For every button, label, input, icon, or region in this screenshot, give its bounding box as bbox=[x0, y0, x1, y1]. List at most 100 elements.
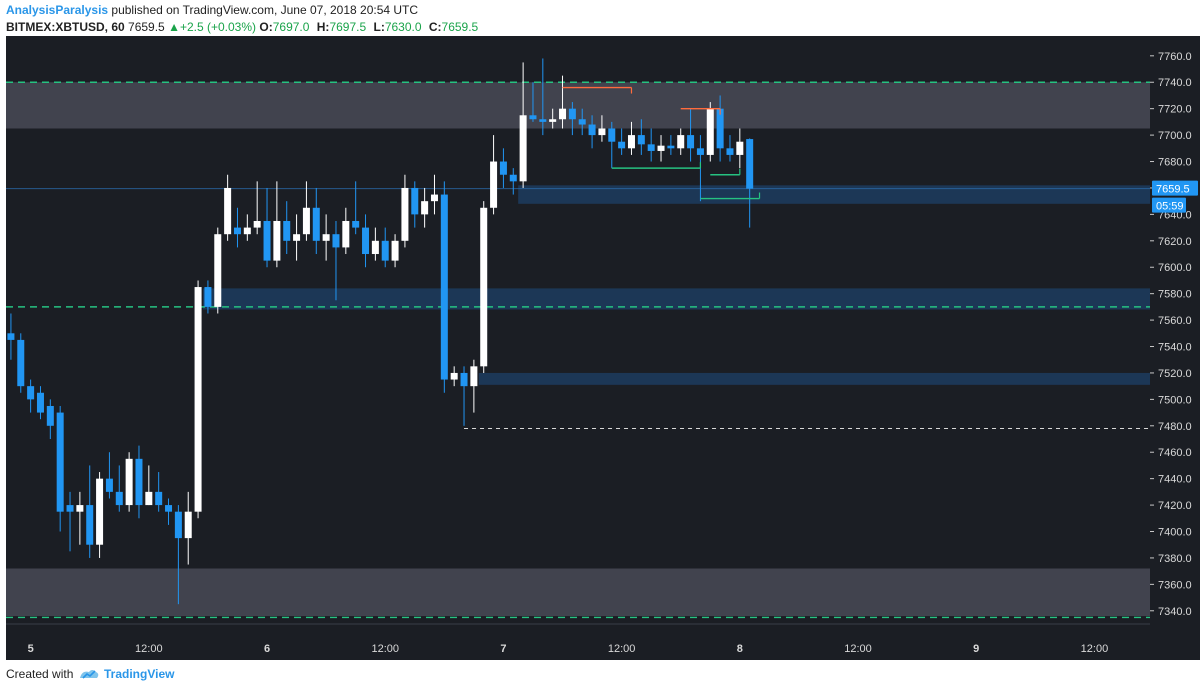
candle-body bbox=[470, 366, 478, 387]
high-value: 7697.5 bbox=[329, 20, 367, 34]
time-tick-label: 9 bbox=[973, 643, 979, 655]
time-tick-label: 6 bbox=[264, 643, 270, 655]
candle-body bbox=[391, 240, 399, 261]
candle-body bbox=[608, 128, 616, 142]
price-tick-label: 7360.0 bbox=[1158, 579, 1192, 591]
price-axis-bg bbox=[1150, 36, 1200, 660]
symbol-info: BITMEX:XBTUSD, 60 7659.5 ▲+2.5 (+0.03%) … bbox=[6, 20, 482, 34]
candle-body bbox=[243, 227, 251, 235]
candle-body bbox=[332, 234, 340, 248]
candle-body bbox=[322, 234, 330, 241]
candle-body bbox=[519, 115, 527, 182]
low-label: L: bbox=[373, 20, 385, 34]
candle-body bbox=[362, 227, 370, 255]
price-tick-label: 7560.0 bbox=[1158, 315, 1192, 327]
candle-body bbox=[86, 505, 94, 545]
time-tick-label: 5 bbox=[28, 643, 34, 655]
time-axis-bg bbox=[6, 624, 1200, 660]
candle-body bbox=[647, 144, 655, 151]
candle-body bbox=[450, 372, 458, 380]
candle-body bbox=[529, 115, 537, 120]
open-label: O: bbox=[259, 20, 273, 34]
price-tick-label: 7740.0 bbox=[1158, 77, 1192, 89]
last-price-badge bbox=[1152, 180, 1198, 196]
candle-body bbox=[637, 135, 645, 145]
candle-body bbox=[125, 458, 133, 506]
blue-zone-3 bbox=[203, 288, 1150, 310]
candle-body bbox=[253, 220, 261, 228]
price-tick-label: 7340.0 bbox=[1158, 606, 1192, 618]
symbol-label: BITMEX:XBTUSD, 60 bbox=[6, 20, 125, 34]
candle-body bbox=[706, 108, 714, 155]
low-value: 7630.0 bbox=[384, 20, 422, 34]
blue-zone-4 bbox=[478, 372, 1150, 385]
price-tick-label: 7480.0 bbox=[1158, 421, 1192, 433]
candle-body bbox=[499, 161, 507, 175]
chart-header: AnalysisParalysis published on TradingVi… bbox=[0, 0, 1200, 36]
candle-body bbox=[165, 505, 173, 512]
high-label: H: bbox=[316, 20, 330, 34]
candle-body bbox=[155, 491, 163, 506]
candle-body bbox=[352, 220, 360, 228]
time-tick-label: 12:00 bbox=[1081, 643, 1109, 655]
candle-body bbox=[687, 135, 695, 149]
up-arrow-icon: ▲ bbox=[168, 20, 180, 34]
price-chart[interactable]: 7340.0 7360.0 7380.0 7400.0 7420.0 7440.0 7460… bbox=[6, 36, 1200, 660]
price-tick-label: 7680.0 bbox=[1158, 157, 1192, 169]
candle-body bbox=[342, 220, 350, 248]
author-name[interactable]: AnalysisParalysis bbox=[6, 3, 109, 17]
candle-body bbox=[381, 240, 389, 261]
candle-body bbox=[411, 187, 419, 215]
candle-body bbox=[598, 128, 606, 136]
candle-body bbox=[401, 187, 409, 241]
candle-body bbox=[214, 234, 222, 307]
candle-body bbox=[509, 174, 517, 182]
candle-body bbox=[174, 511, 182, 539]
candle-body bbox=[36, 392, 44, 413]
price-tick-label: 7440.0 bbox=[1158, 474, 1192, 486]
candle-body bbox=[194, 287, 202, 512]
chart-area[interactable]: 7340.0 7360.0 7380.0 7400.0 7420.0 7440.0 7460… bbox=[6, 36, 1200, 660]
candle-body bbox=[578, 119, 586, 125]
candle-body bbox=[726, 148, 734, 155]
candle-body bbox=[716, 108, 724, 149]
price-tick-label: 7600.0 bbox=[1158, 262, 1192, 274]
time-tick-label: 12:00 bbox=[844, 643, 872, 655]
time-tick-label: 12:00 bbox=[371, 643, 399, 655]
candle-body bbox=[430, 194, 438, 202]
price-tick-label: 7520.0 bbox=[1158, 368, 1192, 380]
candle-body bbox=[627, 135, 635, 149]
candle-body bbox=[312, 207, 320, 241]
publish-info: AnalysisParalysis published on TradingVi… bbox=[6, 3, 418, 17]
candle-body bbox=[17, 339, 25, 387]
price-tick-label: 7500.0 bbox=[1158, 394, 1192, 406]
gray-zone-0 bbox=[6, 82, 1150, 129]
candle-body bbox=[263, 220, 271, 261]
candle-body bbox=[440, 194, 448, 380]
candle-body bbox=[618, 141, 626, 149]
price-tick-label: 7540.0 bbox=[1158, 342, 1192, 354]
close-label: C: bbox=[428, 20, 442, 34]
price-tick-label: 7720.0 bbox=[1158, 104, 1192, 116]
chart-background bbox=[6, 36, 1200, 660]
candle-body bbox=[559, 108, 567, 120]
created-with-text: Created with bbox=[6, 667, 74, 681]
countdown-badge bbox=[1152, 197, 1186, 213]
candle-body bbox=[657, 145, 665, 151]
candle-body bbox=[145, 491, 153, 506]
time-tick-label: 7 bbox=[500, 643, 506, 655]
candle-body bbox=[588, 124, 596, 136]
candle-body bbox=[105, 478, 113, 492]
candle-body bbox=[283, 220, 291, 241]
tradingview-brand[interactable]: TradingView bbox=[104, 667, 175, 681]
price-tick-label: 7380.0 bbox=[1158, 553, 1192, 565]
last-price: 7659.5 bbox=[128, 20, 165, 34]
price-tick-label: 7620.0 bbox=[1158, 236, 1192, 248]
candle-body bbox=[204, 287, 212, 307]
time-tick-label: 8 bbox=[737, 643, 743, 655]
candle-body bbox=[7, 333, 15, 340]
footer: Created with TradingView bbox=[0, 660, 1200, 689]
candle-body bbox=[549, 119, 557, 122]
gray-zone-1 bbox=[6, 568, 1150, 617]
candle-body bbox=[480, 207, 488, 367]
